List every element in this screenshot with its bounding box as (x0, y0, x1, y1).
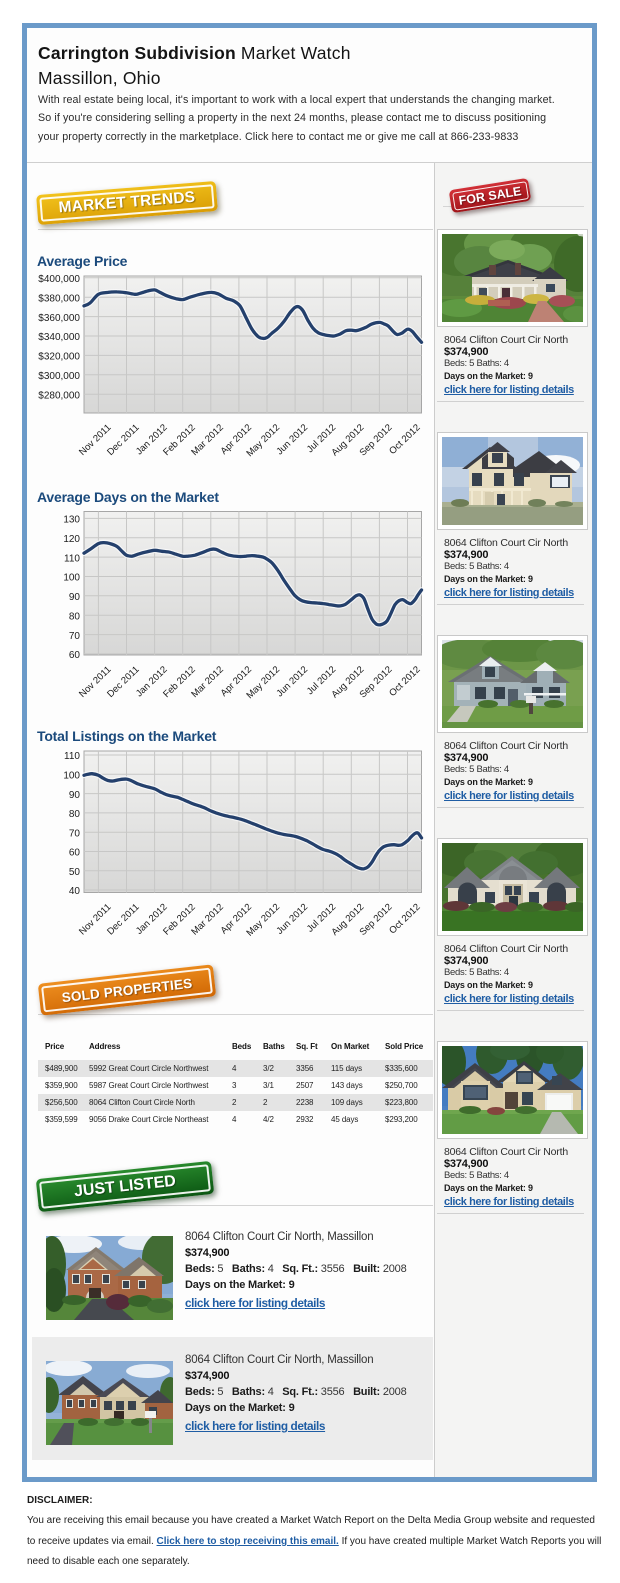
svg-text:100: 100 (63, 573, 80, 584)
svg-text:Jun 2012: Jun 2012 (274, 422, 310, 457)
svg-text:40: 40 (69, 886, 81, 897)
svg-text:$400,000: $400,000 (38, 274, 80, 285)
svg-text:$300,000: $300,000 (38, 371, 80, 382)
svg-text:Jun 2012: Jun 2012 (274, 664, 310, 699)
svg-text:60: 60 (69, 848, 81, 859)
svg-text:80: 80 (69, 611, 81, 622)
svg-text:50: 50 (69, 867, 81, 878)
svg-text:90: 90 (69, 592, 81, 603)
svg-text:90: 90 (69, 790, 81, 801)
svg-text:70: 70 (69, 828, 81, 839)
svg-text:110: 110 (64, 751, 80, 762)
svg-text:60: 60 (69, 650, 81, 661)
svg-text:100: 100 (63, 771, 80, 782)
svg-text:$320,000: $320,000 (38, 352, 80, 363)
svg-text:$280,000: $280,000 (38, 390, 80, 401)
svg-text:Oct 2012: Oct 2012 (387, 422, 422, 457)
svg-text:80: 80 (69, 809, 81, 820)
svg-text:110: 110 (64, 553, 80, 564)
svg-text:$340,000: $340,000 (38, 332, 80, 343)
svg-text:Oct 2012: Oct 2012 (387, 664, 422, 699)
svg-text:120: 120 (63, 534, 80, 545)
svg-text:$360,000: $360,000 (38, 313, 80, 324)
svg-text:130: 130 (63, 515, 80, 526)
svg-text:Oct 2012: Oct 2012 (387, 902, 422, 937)
svg-text:Jun 2012: Jun 2012 (274, 902, 310, 937)
svg-text:70: 70 (69, 631, 81, 642)
svg-text:$380,000: $380,000 (38, 293, 80, 304)
